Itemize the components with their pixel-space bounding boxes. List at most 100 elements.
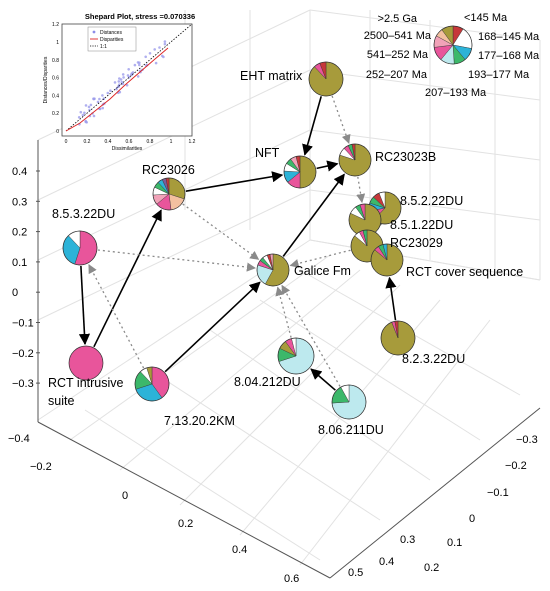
- y-tick-label: −0.3: [516, 434, 538, 446]
- inset-legend-1to1: 1:1: [100, 44, 107, 50]
- x-tick-label: −0.2: [30, 461, 52, 473]
- network-nodes: EHT matrix NFT RC23023B RC23026 8.5.2.22DU 8.…: [48, 61, 523, 437]
- node-s85122: [348, 203, 382, 237]
- edge-s85322-to-galice: [97, 249, 257, 272]
- z-tick-label: −0.1: [12, 318, 34, 330]
- node-s804: [277, 337, 315, 375]
- x-tick-label: 0: [122, 490, 128, 502]
- pie-outline: [331, 384, 367, 420]
- inset-point: [101, 94, 104, 97]
- edge-rc23026-to-galice: [182, 203, 260, 260]
- inset-point: [161, 54, 164, 58]
- legend-label: 177–168 Ma: [478, 50, 540, 62]
- pie-outline: [433, 25, 473, 65]
- y-tick-label: 0.2: [424, 562, 439, 574]
- z-tick-label: 0.4: [12, 166, 27, 178]
- z-tick-label: 0.3: [12, 196, 27, 208]
- legend-label: 193–177 Ma: [468, 69, 530, 81]
- pie-outline: [380, 320, 416, 356]
- inset-point: [84, 104, 88, 107]
- node-label-rcti: RCT intrusive suite: [48, 376, 124, 408]
- edge-s806-to-galice: [281, 284, 341, 387]
- inset-point: [122, 76, 125, 79]
- inset-point: [163, 42, 167, 46]
- inset-x-tick: 0.6: [126, 139, 133, 145]
- inset-x-ticks: 0 0.2 0.4 0.6 0.8 1 1.2: [65, 139, 196, 145]
- z-tick-label: 0.2: [12, 227, 27, 239]
- inset-point: [138, 63, 141, 67]
- inset-y-tick: 1.2: [52, 22, 59, 28]
- pie-outline: [370, 243, 404, 277]
- node-galice: [256, 253, 290, 287]
- legend-label: <145 Ma: [464, 12, 508, 24]
- inset-legend-distances-marker: [92, 30, 96, 34]
- inset-point: [81, 113, 85, 117]
- pie-outline: [308, 61, 344, 97]
- node-label-s85122: 8.5.1.22DU: [390, 218, 453, 232]
- inset-point: [79, 110, 83, 114]
- inset-y-tick: 0: [56, 129, 59, 135]
- inset-y-tick: 0.4: [52, 93, 59, 99]
- inset-point: [101, 106, 104, 110]
- inset-point: [106, 91, 110, 95]
- pie-outline: [152, 177, 186, 211]
- pie-slice: [299, 155, 317, 189]
- inset-point: [98, 97, 101, 101]
- legend-label: >2.5 Ga: [378, 13, 418, 25]
- inset-point: [118, 90, 122, 94]
- node-nft: [283, 155, 317, 189]
- inset-point: [115, 87, 118, 91]
- inset-xlabel: Dissimilarities: [112, 146, 143, 152]
- inset-point: [85, 121, 88, 124]
- edge-nft-to-rc23023b: [316, 160, 339, 172]
- edge-eht-to-rc23023b: [331, 95, 351, 144]
- edge-rcti-to-rc23026: [93, 209, 162, 348]
- inset-x-tick: 0.2: [84, 139, 91, 145]
- pie-slice: [68, 345, 104, 381]
- legend-label: 207–193 Ma: [425, 87, 487, 99]
- inset-point: [133, 63, 137, 67]
- inset-point: [158, 46, 161, 49]
- node-label-s85322: 8.5.3.22DU: [52, 207, 115, 221]
- node-label-s713: 7.13.20.2KM: [164, 414, 235, 428]
- inset-point: [89, 103, 93, 107]
- x-tick-label: 0.4: [232, 544, 247, 556]
- node-label-rctcover: RCT cover sequence: [406, 265, 523, 279]
- edge-s713-to-galice: [164, 281, 261, 373]
- inset-point: [153, 48, 156, 51]
- pie-outline: [256, 253, 290, 287]
- shepard-plot-inset: Shepard Plot, stress =0.070336 Dissimila…: [43, 12, 196, 152]
- inset-ylabel: Distances/Disparities: [43, 56, 49, 103]
- inset-x-tick: 1: [170, 139, 173, 145]
- inset-point: [125, 83, 129, 87]
- legend-label: 2500–541 Ma: [364, 30, 432, 42]
- axis-lines: [37, 140, 541, 579]
- z-tick-label: 0: [12, 287, 18, 299]
- node-label-eht: EHT matrix: [240, 69, 303, 83]
- node-s713: [134, 366, 170, 402]
- y-tick-label: 0.1: [447, 537, 462, 549]
- node-rc23026: [152, 177, 186, 211]
- node-s823: [380, 320, 416, 356]
- node-rcti: [68, 345, 104, 381]
- inset-point: [163, 40, 167, 43]
- inset-y-tick: 1: [56, 40, 59, 46]
- inset-legend-disparities: Disparities: [100, 37, 124, 43]
- z-tick-label: −0.2: [12, 348, 34, 360]
- node-label-nft: NFT: [255, 146, 280, 160]
- inset-point: [77, 116, 81, 119]
- legend-label: 252–207 Ma: [366, 69, 428, 81]
- inset-x-tick: 0.8: [147, 139, 154, 145]
- inset-point: [120, 80, 124, 84]
- inset-x-tick: 0.4: [105, 139, 112, 145]
- legend-label: 541–252 Ma: [367, 49, 429, 61]
- pie-outline: [277, 337, 315, 375]
- inset-point: [87, 105, 91, 109]
- inset-point: [83, 111, 86, 115]
- inset-disparities-line: [65, 47, 169, 132]
- inset-point: [148, 52, 152, 55]
- y-tick-label: 0: [469, 513, 475, 525]
- edge-s85322-to-rcti: [78, 265, 91, 346]
- inset-one-to-one-line: [65, 23, 193, 132]
